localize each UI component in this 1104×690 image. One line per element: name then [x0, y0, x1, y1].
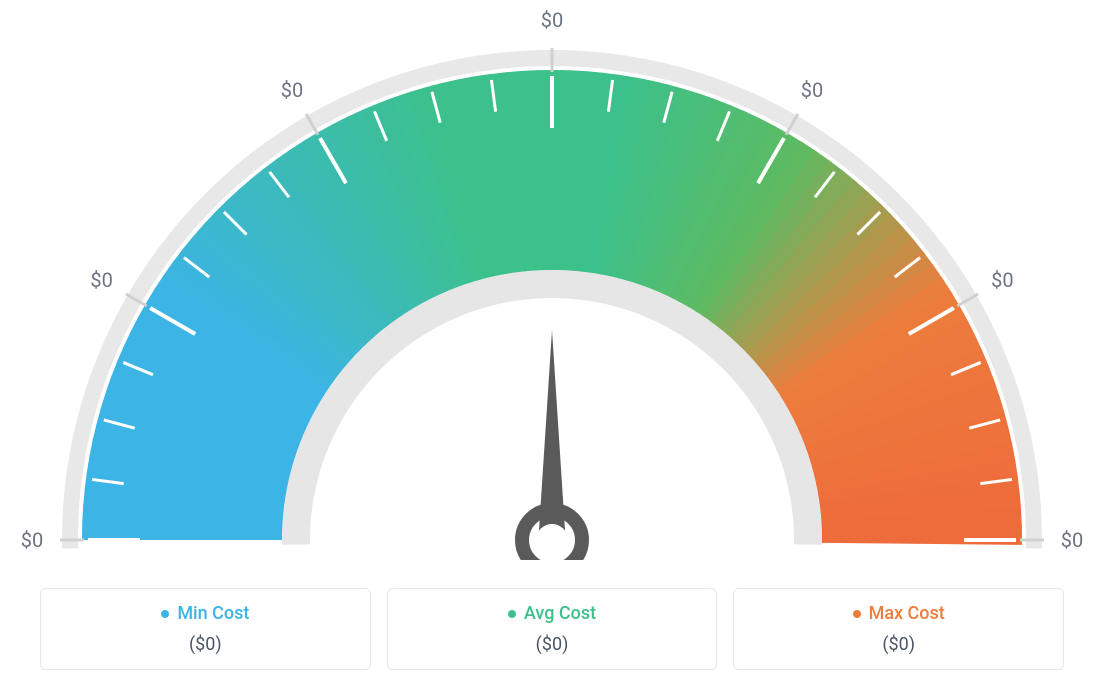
gauge-tick-label: $0 [991, 268, 1013, 292]
legend-dot-min [161, 610, 169, 618]
needle-hub-inner [536, 524, 568, 556]
legend-dot-avg [508, 610, 516, 618]
legend-value-min: ($0) [51, 634, 360, 655]
legend-label-max: Max Cost [869, 603, 945, 624]
gauge-tick-label: $0 [801, 78, 823, 102]
legend-value-max: ($0) [744, 634, 1053, 655]
legend-dot-max [853, 610, 861, 618]
legend-title-max: Max Cost [853, 603, 945, 624]
legend-title-min: Min Cost [161, 603, 249, 624]
gauge-tick-label: $0 [541, 8, 563, 32]
legend-label-min: Min Cost [177, 603, 249, 624]
gauge-tick-label: $0 [281, 78, 303, 102]
legend-card-min: Min Cost ($0) [40, 588, 371, 671]
gauge-container: $0 $0 $0 $0 $0 $0 $0 [0, 0, 1104, 560]
legend-value-avg: ($0) [398, 634, 707, 655]
gauge-tick-label: $0 [1061, 528, 1083, 552]
legend-title-avg: Avg Cost [508, 603, 596, 624]
gauge-svg [0, 0, 1104, 560]
legend-label-avg: Avg Cost [524, 603, 596, 624]
gauge-tick-label: $0 [90, 268, 112, 292]
gauge-tick-label: $0 [21, 528, 43, 552]
legend-row: Min Cost ($0) Avg Cost ($0) Max Cost ($0… [0, 588, 1104, 671]
legend-card-avg: Avg Cost ($0) [387, 588, 718, 671]
legend-card-max: Max Cost ($0) [733, 588, 1064, 671]
